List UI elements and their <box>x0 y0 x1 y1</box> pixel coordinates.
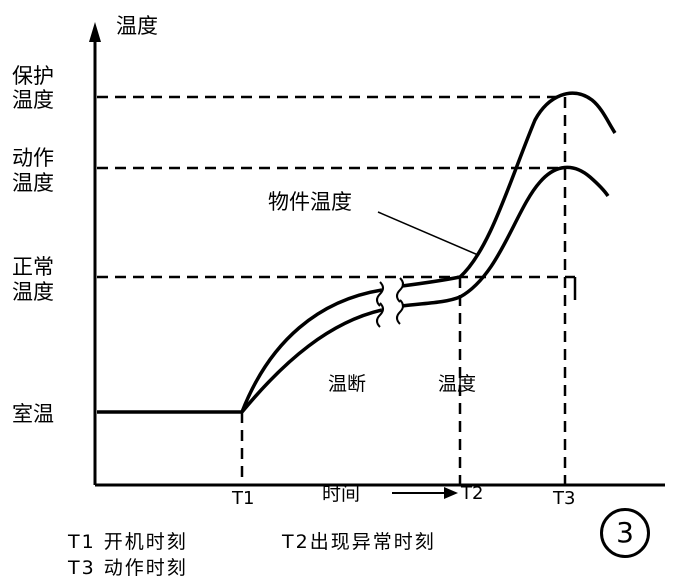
action-temp-label-1: 动作 <box>12 146 54 170</box>
action-temp-label-2: 温度 <box>12 171 54 195</box>
tick-t1: T1 <box>232 488 255 509</box>
normal-temp-label-1: 正常 <box>12 255 54 279</box>
legend-t3: T3 动作时刻 <box>68 557 188 579</box>
y-axis-title: 温度 <box>116 14 158 38</box>
legend-t2: T2出现异常时刻 <box>282 531 436 553</box>
protect-temp-label-1: 保护 <box>12 64 54 88</box>
sensor-temp-curve-a <box>240 308 383 414</box>
sensor-temp-curve-b <box>401 165 610 308</box>
gap-left-label: 温断 <box>328 373 367 395</box>
break-mark-lower-right <box>396 299 404 325</box>
break-mark-upper-left <box>376 281 384 307</box>
object-temp-label: 物件温度 <box>268 190 352 214</box>
break-mark-lower-left <box>376 302 384 328</box>
time-arrow-head <box>444 487 458 499</box>
legend-t1: T1 开机时刻 <box>68 531 188 553</box>
room-temp-label: 室温 <box>12 402 54 426</box>
gap-right-label: 温度 <box>438 373 477 395</box>
tick-t3: T3 <box>553 488 576 509</box>
figure-number: 3 <box>600 508 650 558</box>
tick-t2: T2 <box>461 483 484 504</box>
protect-temp-label-2: 温度 <box>12 88 54 112</box>
normal-temp-label-2: 温度 <box>12 280 54 304</box>
object-temp-leader <box>377 211 479 256</box>
object-temp-curve-b <box>401 91 617 288</box>
y-axis-arrow <box>89 22 101 42</box>
break-mark-upper-right <box>396 277 404 303</box>
x-axis-title: 时间 <box>322 483 361 505</box>
object-temp-curve-a <box>240 288 383 413</box>
